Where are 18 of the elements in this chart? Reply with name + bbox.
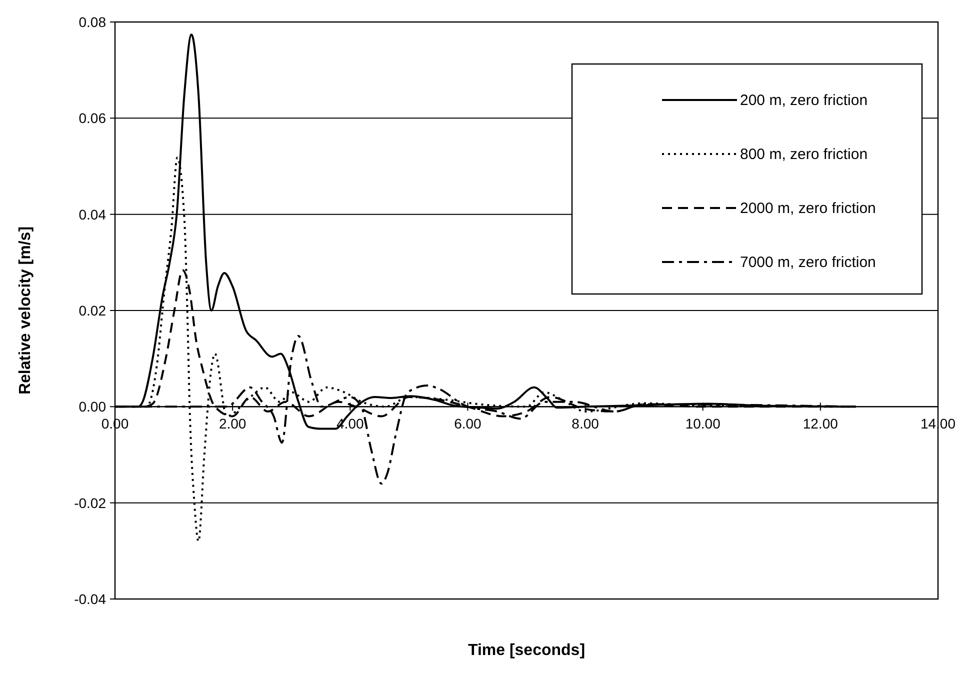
x-tick-label: 2.00	[218, 416, 246, 432]
y-tick-label: -0.02	[74, 494, 106, 511]
y-tick-label: 0.00	[78, 398, 106, 415]
legend-label: 7000 m, zero friction	[740, 254, 876, 271]
x-axis-title: Time [seconds]	[468, 642, 586, 659]
x-tick-label: 6.00	[454, 416, 482, 432]
x-tick-label: 12.00	[802, 416, 838, 432]
y-tick-label: -0.04	[74, 591, 106, 607]
x-tick-label: 8.00	[572, 416, 600, 432]
y-tick-label: 0.04	[78, 206, 106, 222]
y-tick-label: 0.08	[78, 14, 106, 30]
legend-label: 2000 m, zero friction	[740, 200, 876, 217]
x-tick-label: 10.00	[685, 416, 721, 432]
y-tick-label: 0.02	[78, 302, 106, 318]
y-axis-title: Relative velocity [m/s]	[17, 226, 34, 395]
legend-label: 800 m, zero friction	[740, 146, 868, 163]
legend-label: 200 m, zero friction	[740, 92, 868, 109]
y-tick-label: 0.06	[78, 110, 106, 126]
